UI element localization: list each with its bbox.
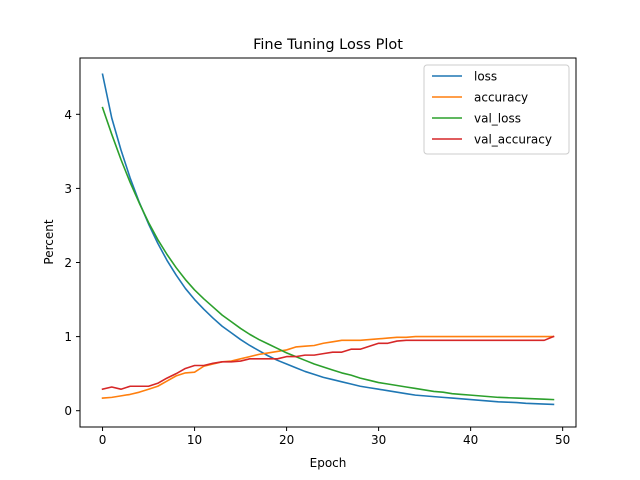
series-line-val-accuracy bbox=[101, 335, 555, 391]
x-tick-label: 40 bbox=[463, 433, 478, 447]
legend-label-val-accuracy: val_accuracy bbox=[474, 133, 552, 147]
series-layer bbox=[101, 73, 555, 406]
series-line-loss bbox=[101, 73, 555, 406]
x-axis-label: Epoch bbox=[310, 456, 347, 470]
chart-title: Fine Tuning Loss Plot bbox=[253, 37, 403, 53]
y-tick-label: 3 bbox=[64, 182, 72, 196]
y-axis-label: Percent bbox=[42, 219, 56, 264]
x-tick-label: 0 bbox=[99, 433, 107, 447]
x-tick-label: 50 bbox=[555, 433, 570, 447]
x-tick-label: 10 bbox=[187, 433, 202, 447]
legend: loss accuracy val_loss val_accuracy bbox=[423, 64, 570, 155]
y-tick-label: 0 bbox=[64, 404, 72, 418]
y-tick-label: 1 bbox=[64, 330, 72, 344]
legend-label-accuracy: accuracy bbox=[474, 91, 528, 105]
x-tick-label: 30 bbox=[371, 433, 386, 447]
x-axis: 0 10 20 30 40 50 bbox=[99, 427, 570, 447]
x-tick-label: 20 bbox=[279, 433, 294, 447]
series-line-accuracy bbox=[101, 335, 555, 399]
y-tick-label: 2 bbox=[64, 256, 72, 270]
legend-box bbox=[423, 64, 570, 155]
series-line-val-loss bbox=[101, 106, 555, 401]
legend-label-val-loss: val_loss bbox=[474, 112, 521, 126]
legend-label-loss: loss bbox=[474, 70, 497, 84]
y-tick-label: 4 bbox=[64, 108, 72, 122]
y-axis: 0 1 2 3 4 bbox=[64, 108, 80, 418]
axes-frame bbox=[79, 57, 577, 428]
